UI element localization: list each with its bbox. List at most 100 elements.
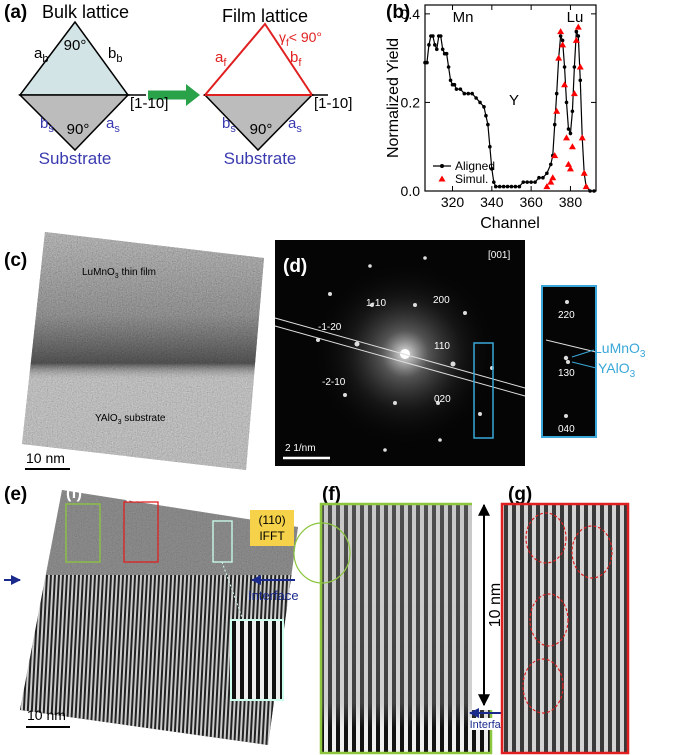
spot — [355, 342, 360, 347]
point — [478, 101, 482, 105]
point — [573, 65, 577, 69]
subscript: f — [223, 57, 227, 69]
point — [435, 47, 439, 51]
point — [506, 185, 510, 189]
direction: [1-10] — [130, 95, 168, 112]
point — [563, 134, 570, 140]
point — [449, 78, 453, 82]
point — [455, 87, 459, 91]
region-label: (g) — [124, 485, 144, 502]
spot-label: -1-20 — [318, 322, 342, 333]
point — [447, 65, 451, 69]
point — [518, 185, 522, 189]
point — [583, 183, 590, 189]
spot — [478, 412, 482, 416]
point — [571, 109, 575, 113]
spot — [423, 256, 427, 260]
point — [565, 101, 569, 105]
subscript: s — [296, 123, 302, 135]
point — [592, 189, 596, 193]
point — [529, 180, 533, 184]
annotation: Lu — [567, 9, 584, 26]
spot — [566, 360, 570, 364]
point — [553, 123, 557, 127]
point — [555, 92, 559, 96]
text: substrate — [122, 413, 166, 424]
point — [466, 92, 470, 96]
panel-label: (f) — [322, 484, 341, 505]
spot — [565, 300, 569, 304]
point — [502, 185, 506, 189]
zone-axis: [001] — [488, 250, 510, 261]
legend-label: Aligned — [455, 159, 495, 173]
scale-label: 10 nm — [26, 450, 65, 466]
point — [431, 34, 435, 38]
spot — [343, 393, 347, 397]
panel-b: (b) Channel Normalized Yield 32034036038… — [385, 2, 596, 232]
x-tick-label: 360 — [519, 194, 543, 210]
panel-label: (g) — [508, 484, 532, 505]
point — [567, 127, 571, 131]
panel-label: (c) — [4, 250, 27, 271]
point — [549, 174, 556, 180]
symbol: b — [108, 45, 116, 62]
spot — [413, 303, 417, 307]
x-axis-label: Channel — [480, 215, 540, 232]
fringe-blur — [502, 504, 628, 753]
point — [521, 180, 525, 184]
text: LuMnO — [82, 267, 115, 278]
point — [453, 83, 457, 87]
lattice-label: af — [215, 49, 227, 69]
spot-label: 020 — [434, 394, 451, 405]
legend-label: Simul. — [455, 172, 488, 186]
panel-label: (e) — [4, 484, 27, 505]
point — [545, 171, 549, 175]
y-tick-label: 0.4 — [401, 6, 421, 22]
x-tick-label: 320 — [441, 194, 465, 210]
spot — [438, 438, 442, 442]
spot — [368, 264, 372, 268]
film-angle: γf< 90° — [279, 29, 322, 49]
lattice-label: ab — [34, 45, 48, 65]
point — [533, 180, 537, 184]
point — [553, 108, 560, 114]
point — [474, 96, 478, 100]
point — [470, 92, 474, 96]
point — [510, 185, 514, 189]
y-tick-label: 0.0 — [401, 183, 421, 199]
point — [557, 28, 564, 34]
text: YAlO — [598, 360, 630, 376]
point — [425, 61, 429, 65]
panel-a: (a) Bulk lattice Film lattice ab bb 90° … — [4, 2, 352, 168]
zoom-inset — [231, 620, 283, 700]
x-tick-label: 380 — [559, 194, 583, 210]
point — [575, 30, 579, 34]
point — [486, 123, 490, 127]
y-axis-label: Normalized Yield — [385, 38, 402, 158]
spot-label: 1-10 — [366, 298, 386, 309]
figure: (a) Bulk lattice Film lattice ab bb 90° … — [0, 0, 675, 755]
point — [549, 163, 553, 167]
point — [537, 176, 541, 180]
spot-label: 200 — [433, 295, 450, 306]
symbol: b — [290, 49, 298, 66]
point — [494, 185, 498, 189]
point — [563, 65, 567, 69]
substrate-label: YAlO3 — [598, 360, 636, 380]
symbol: γ — [279, 29, 286, 45]
angle: 90° — [250, 121, 273, 138]
point — [488, 145, 492, 149]
spot-label: 220 — [558, 310, 575, 321]
spot — [564, 356, 568, 360]
substrate-label: Substrate — [224, 149, 297, 168]
point — [482, 105, 486, 109]
panel-e: (e) (f) (g) (110) IFFT Interface 10 nm — [4, 484, 305, 755]
text: LuMnO — [594, 340, 640, 356]
subscript: 3 — [630, 369, 636, 380]
point — [577, 64, 584, 70]
point — [498, 185, 502, 189]
point — [571, 90, 578, 96]
point — [569, 143, 576, 149]
point — [441, 47, 445, 51]
fringe-blur — [321, 504, 491, 753]
